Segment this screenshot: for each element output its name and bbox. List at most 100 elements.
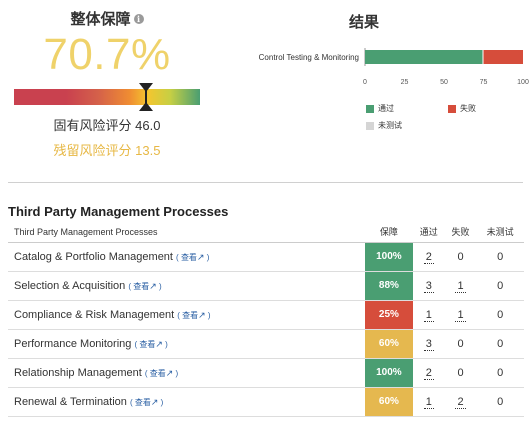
- view-link-label[interactable]: 查看: [180, 252, 197, 262]
- process-name: Catalog & Portfolio Management: [14, 250, 173, 263]
- processes-section-title: Third Party Management Processes: [8, 204, 229, 219]
- passed-count-link[interactable]: 3: [423, 279, 434, 293]
- passed-cell: 1: [412, 300, 445, 330]
- bar-segment-passed[interactable]: [365, 50, 483, 64]
- table-row: Renewal & Termination ( 查看↗ ) 60% 1 2 0: [8, 387, 524, 417]
- info-icon[interactable]: i: [133, 13, 144, 24]
- view-link-label[interactable]: 查看: [134, 397, 151, 407]
- not-tested-count: 0: [497, 337, 504, 350]
- table-body: Catalog & Portfolio Management ( 查看↗ ) 10…: [8, 242, 524, 417]
- failed-count-link[interactable]: 2: [455, 395, 466, 409]
- passed-count-link[interactable]: 1: [423, 308, 434, 322]
- header-process-name: Third Party Management Processes: [8, 222, 365, 243]
- bar-segment-failed[interactable]: [483, 50, 524, 64]
- process-name: Compliance & Risk Management: [14, 308, 175, 321]
- x-tick-label: 50: [440, 79, 448, 86]
- external-link-icon[interactable]: ↗: [165, 367, 174, 378]
- not-tested-count: 0: [497, 250, 504, 263]
- process-name: Renewal & Termination: [14, 395, 127, 408]
- process-name: Relationship Management: [14, 366, 142, 379]
- view-link-label[interactable]: 查看: [139, 339, 156, 349]
- x-tick-label: 25: [401, 79, 409, 86]
- view-link-label[interactable]: 查看: [182, 310, 199, 320]
- not-tested-cell: 0: [476, 387, 524, 417]
- legend-label-failed: 失败: [460, 104, 476, 113]
- external-link-icon[interactable]: ↗: [196, 251, 205, 262]
- view-link[interactable]: ( 查看↗ ): [144, 367, 179, 378]
- x-tick-label: 0: [363, 79, 367, 86]
- view-link-label[interactable]: 查看: [133, 281, 150, 291]
- external-link-icon[interactable]: ↗: [198, 309, 206, 320]
- results-title: 结果: [349, 14, 380, 31]
- overall-assurance-title: 整体保障 i: [14, 8, 200, 29]
- external-link-icon[interactable]: ↗: [149, 280, 157, 291]
- header-failed: 失败: [444, 222, 477, 243]
- passed-count-link[interactable]: 2: [423, 250, 434, 264]
- x-tick-label: 75: [480, 79, 488, 86]
- failed-count-link[interactable]: 1: [455, 279, 466, 293]
- table-row: Catalog & Portfolio Management ( 查看↗ ) 10…: [8, 242, 524, 272]
- view-link[interactable]: ( 查看↗ ): [128, 280, 162, 291]
- process-name-cell: Selection & Acquisition ( 查看↗ ): [8, 271, 365, 301]
- process-name-cell: Catalog & Portfolio Management ( 查看↗ ): [8, 242, 365, 272]
- assurance-value: 88%: [378, 280, 399, 291]
- failed-cell: 0: [444, 358, 477, 388]
- legend-label-not-tested: 未测试: [378, 121, 402, 130]
- assurance-gauge: [14, 83, 200, 111]
- not-tested-cell: 0: [476, 358, 524, 388]
- passed-cell: 2: [412, 242, 445, 272]
- assurance-cell: 25%: [364, 300, 413, 330]
- failed-count-link[interactable]: 1: [455, 308, 466, 322]
- x-tick-label: 100: [517, 79, 529, 86]
- legend-item-failed: 失败: [448, 103, 476, 114]
- assurance-cell: 100%: [364, 242, 413, 272]
- passed-count-link[interactable]: 1: [423, 395, 434, 409]
- assurance-value: 60%: [378, 396, 399, 407]
- failed-cell: 1: [444, 300, 477, 330]
- failed-cell: 1: [444, 271, 477, 301]
- process-name-cell: Renewal & Termination ( 查看↗ ): [8, 387, 365, 417]
- assurance-value: 100%: [376, 367, 402, 378]
- passed-cell: 2: [412, 358, 445, 388]
- failed-count: 0: [457, 250, 464, 263]
- legend-swatch-not-tested: [366, 121, 374, 130]
- external-link-icon[interactable]: ↗: [150, 396, 159, 407]
- view-link-label[interactable]: 查看: [149, 368, 166, 378]
- legend-item-not-tested: 未测试: [366, 120, 402, 131]
- gauge-marker-icon: [138, 83, 153, 111]
- legend-label-passed: 通过: [378, 104, 394, 113]
- not-tested-cell: 0: [476, 300, 524, 330]
- header-passed: 通过: [412, 222, 445, 243]
- failed-count: 0: [457, 337, 464, 350]
- process-name-cell: Relationship Management ( 查看↗ ): [8, 358, 365, 388]
- view-link[interactable]: ( 查看↗ ): [129, 396, 164, 407]
- passed-cell: 3: [412, 271, 445, 301]
- assurance-cell: 60%: [364, 329, 413, 359]
- passed-cell: 3: [412, 329, 445, 359]
- header-assurance: 保障: [364, 222, 413, 243]
- overall-assurance-panel: 整体保障 i 70.7% 固有风险评分 46.0 残留风险评分 13.5: [14, 8, 200, 159]
- assurance-value: 100%: [376, 251, 402, 262]
- process-name: Selection & Acquisition: [14, 279, 126, 292]
- view-link[interactable]: ( 查看↗ ): [177, 309, 211, 320]
- not-tested-cell: 0: [476, 242, 524, 272]
- inherent-risk-score: 固有风险评分 46.0: [53, 118, 161, 133]
- not-tested-cell: 0: [476, 329, 524, 359]
- overall-assurance-title-text: 整体保障: [70, 11, 131, 28]
- view-link[interactable]: ( 查看↗ ): [176, 251, 210, 262]
- external-link-icon[interactable]: ↗: [155, 338, 163, 349]
- legend-swatch-passed: [366, 104, 374, 113]
- assurance-cell: 100%: [364, 358, 413, 388]
- table-row: Selection & Acquisition ( 查看↗ ) 88% 3 1 0: [8, 271, 524, 301]
- table-header-row: Third Party Management Processes 保障 通过 失…: [8, 222, 524, 243]
- passed-count-link[interactable]: 3: [423, 337, 434, 351]
- assurance-cell: 60%: [364, 387, 413, 417]
- table-row: Relationship Management ( 查看↗ ) 100% 2 0 0: [8, 358, 524, 388]
- assurance-percentage: 70.7%: [43, 30, 171, 79]
- view-link[interactable]: ( 查看↗ ): [134, 338, 168, 349]
- section-divider: [8, 182, 523, 183]
- assurance-value: 60%: [378, 338, 399, 349]
- failed-cell: 0: [444, 329, 477, 359]
- not-tested-count: 0: [497, 366, 504, 379]
- passed-count-link[interactable]: 2: [423, 366, 434, 380]
